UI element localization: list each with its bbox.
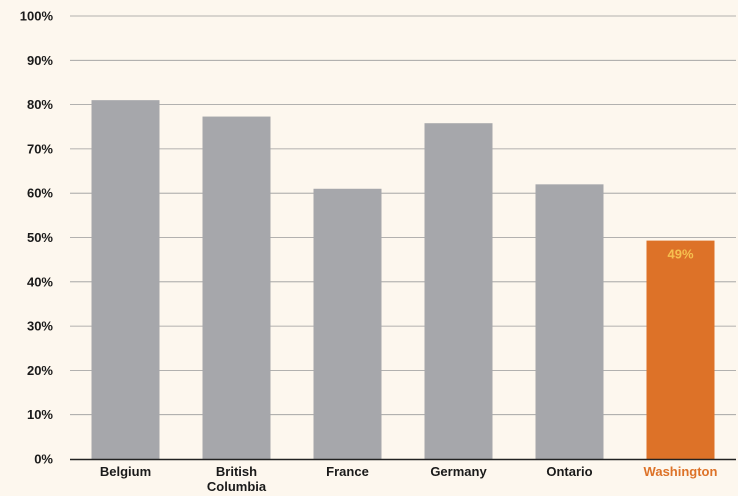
x-category-label: Germany [430,464,487,479]
bar-british-columbia [202,116,271,459]
y-tick-label: 30% [27,319,53,334]
x-axis-category-labels: Belgium British Columbia France Germany Ontar… [100,464,718,494]
y-tick-label: 20% [27,363,53,378]
y-tick-label: 70% [27,141,53,156]
x-category-label: Washington [644,464,718,479]
bars [91,100,715,460]
bar-data-label: 49% [667,247,693,262]
y-tick-label: 80% [27,97,53,112]
y-tick-label: 90% [27,53,53,68]
bar-belgium [91,100,160,460]
bar-ontario [535,184,604,459]
y-tick-label: 40% [27,274,53,289]
x-category-label: France [326,464,369,479]
y-tick-label: 60% [27,186,53,201]
bar-washington [646,240,715,459]
y-tick-label: 100% [20,9,54,24]
y-tick-label: 0% [34,452,53,467]
y-tick-label: 10% [27,407,53,422]
x-category-label: Ontario [546,464,592,479]
data-labels: 49% [667,247,693,262]
x-category-label: British Columbia [207,464,267,494]
bar-france [313,188,382,459]
gridlines [70,15,736,416]
y-tick-label: 50% [27,230,53,245]
x-category-label: Belgium [100,464,151,479]
bar-germany [424,123,493,460]
y-axis-tick-labels: 0% 10% 20% 30% 40% 50% 60% 70% 80% 90% 100% [20,9,54,467]
